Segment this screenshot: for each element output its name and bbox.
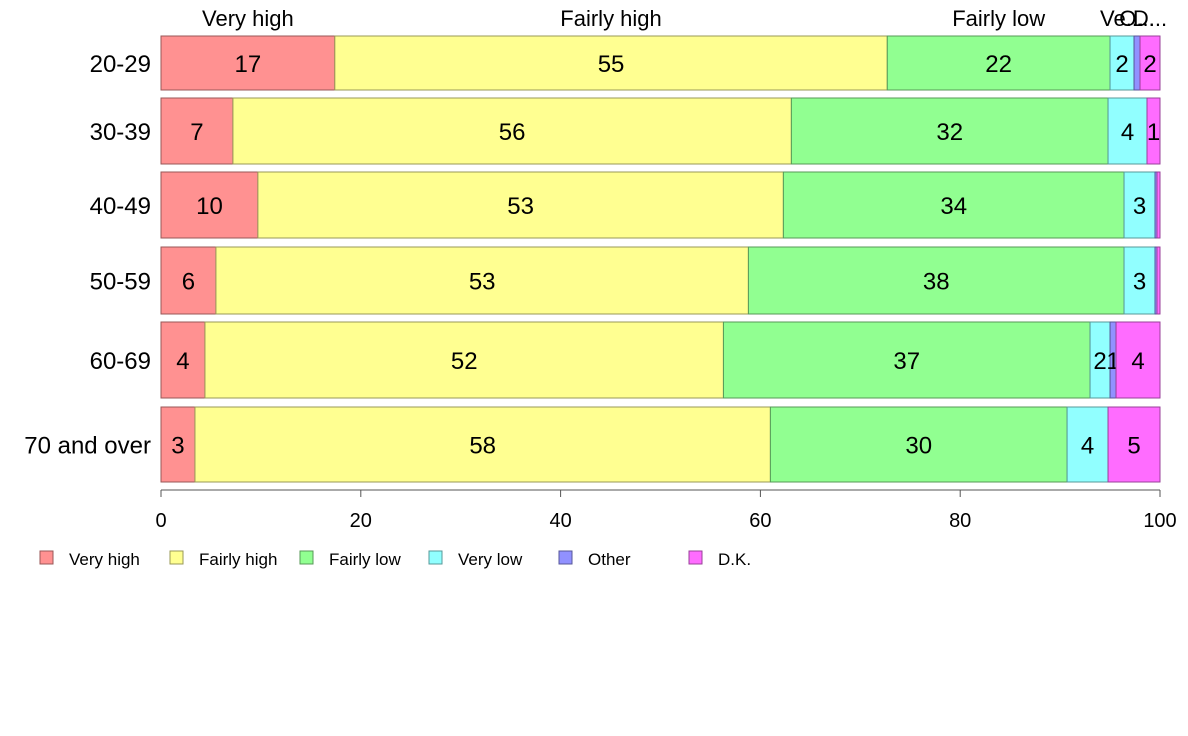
data-label: 22 — [985, 51, 1012, 78]
top-series-label: Very high — [202, 6, 294, 31]
data-label: 4 — [176, 348, 189, 375]
bar-segment — [722, 321, 1091, 399]
data-label: 4 — [1081, 433, 1094, 460]
bar-segment — [1156, 246, 1161, 315]
bar-segment — [769, 406, 1068, 483]
data-label: 4 — [1121, 119, 1134, 146]
bar-segment — [160, 246, 217, 315]
top-series-label: Ve... — [1100, 6, 1144, 31]
data-label: 34 — [940, 193, 967, 220]
data-label: 30 — [905, 433, 932, 460]
bar-segment — [747, 246, 1125, 315]
bar-segment — [257, 171, 784, 239]
data-label: 53 — [507, 193, 534, 220]
category-label: 60-69 — [90, 348, 151, 375]
data-label: 6 — [182, 269, 195, 296]
data-label: 2 — [1115, 51, 1128, 78]
bar-segment — [160, 97, 234, 165]
top-series-label: Fairly high — [560, 6, 661, 31]
x-tick-label: 60 — [749, 510, 771, 532]
bar-segment — [790, 97, 1109, 165]
bar-segment — [1139, 35, 1161, 91]
bar-segment — [334, 35, 888, 91]
legend-swatch — [688, 550, 703, 565]
bar-segment — [1123, 171, 1156, 239]
legend-label: D.K. — [718, 550, 751, 569]
bar-segment — [1107, 97, 1148, 165]
bar-segment — [160, 171, 259, 239]
x-tick-label: 0 — [155, 510, 166, 532]
bar-segment — [1156, 171, 1161, 239]
data-label: 3 — [171, 433, 184, 460]
legend-label: Other — [588, 550, 631, 569]
bar-segment — [1133, 35, 1141, 91]
bar-segment — [194, 406, 771, 483]
data-label: 3 — [1133, 193, 1146, 220]
data-label: 38 — [923, 269, 950, 296]
bar-segment — [160, 35, 336, 91]
legend-swatch — [428, 550, 443, 565]
legend-label: Fairly high — [199, 550, 277, 569]
data-label: 2 — [1093, 348, 1106, 375]
data-label: 55 — [598, 51, 625, 78]
bar-segment — [1115, 321, 1161, 399]
legend-label: Very low — [458, 550, 523, 569]
legend-swatch — [299, 550, 314, 565]
data-label: 17 — [235, 51, 262, 78]
category-label: 20-29 — [90, 51, 151, 78]
top-series-label: D... — [1133, 6, 1167, 31]
bar-segment — [1123, 246, 1156, 315]
x-tick-label: 80 — [949, 510, 971, 532]
bar-segment — [160, 321, 206, 399]
category-label: 30-39 — [90, 119, 151, 146]
x-tick-label: 100 — [1143, 510, 1176, 532]
legend-label: Fairly low — [329, 550, 402, 569]
bar-segment — [232, 97, 792, 165]
category-label: 70 and over — [24, 433, 151, 460]
x-tick-label: 20 — [350, 510, 372, 532]
legend-swatch — [39, 550, 54, 565]
bar-segment — [1146, 97, 1161, 165]
data-label: 10 — [196, 193, 223, 220]
data-label: 58 — [469, 433, 496, 460]
bar-segment — [1066, 406, 1109, 483]
category-label: 40-49 — [90, 193, 151, 220]
data-label: 5 — [1127, 433, 1140, 460]
top-series-label: Fairly low — [952, 6, 1045, 31]
data-label: 52 — [451, 348, 478, 375]
data-label: 32 — [936, 119, 963, 146]
data-label: 56 — [499, 119, 526, 146]
bar-segment — [204, 321, 724, 399]
data-label: 37 — [893, 348, 920, 375]
bar-segment — [886, 35, 1111, 91]
category-label: 50-59 — [90, 269, 151, 296]
legend-label: Very high — [69, 550, 140, 569]
bar-segment — [782, 171, 1125, 239]
data-label: 3 — [1133, 269, 1146, 296]
top-series-label: O... — [1119, 6, 1154, 31]
data-label: 53 — [469, 269, 496, 296]
x-tick-label: 40 — [549, 510, 571, 532]
data-label: 4 — [1131, 348, 1144, 375]
data-label: 7 — [190, 119, 203, 146]
bar-segment — [215, 246, 749, 315]
data-label: 2 — [1143, 51, 1156, 78]
legend-swatch — [169, 550, 184, 565]
data-label: 1 — [1147, 119, 1160, 146]
legend-swatch — [558, 550, 573, 565]
bar-segment — [1107, 406, 1161, 483]
